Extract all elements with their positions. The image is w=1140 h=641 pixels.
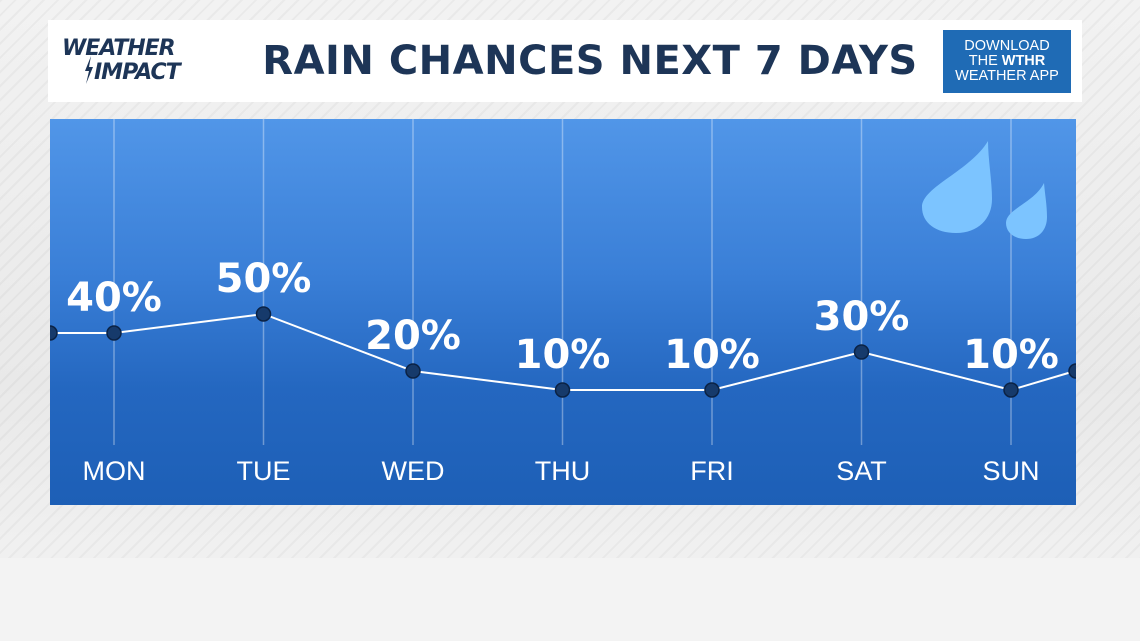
rain-chance-chart: 40% MON 50% TUE 20% WED 10% THU 10% FRI 30% SAT 10% S… (50, 119, 1076, 505)
value-label-wed: 20% (365, 313, 461, 359)
day-label-thu: THU (535, 456, 591, 486)
data-point-sat (853, 344, 870, 360)
download-app-promo[interactable]: DOWNLOAD THE WTHR WEATHER APP (943, 30, 1071, 93)
value-label-thu: 10% (515, 332, 611, 378)
day-label-tue: TUE (237, 456, 291, 486)
data-point-wed (405, 363, 421, 379)
background-band (0, 558, 1140, 641)
logo-line2: IMPACT (94, 60, 181, 85)
value-label-sat: 30% (814, 294, 910, 340)
day-label-mon: MON (83, 456, 146, 486)
data-point-tue (255, 306, 272, 322)
promo-line1: DOWNLOAD (964, 38, 1050, 54)
promo-brand: WTHR (1001, 53, 1046, 69)
data-point-fri (704, 382, 720, 398)
weather-impact-logo: WEATHER IMPACT (62, 34, 232, 90)
value-label-mon: 40% (66, 275, 162, 321)
day-label-wed: WED (382, 456, 445, 486)
value-label-fri: 10% (664, 332, 760, 378)
logo-line1: WEATHER (62, 36, 176, 61)
chart-canvas: 40% MON 50% TUE 20% WED 10% THU 10% FRI 30% SAT 10% S… (50, 119, 1076, 486)
large-raindrop (922, 141, 992, 233)
edge-marker-end (1068, 363, 1076, 379)
edge-marker-start (50, 325, 58, 341)
day-label-sat: SAT (836, 456, 887, 486)
header-bar: WEATHER IMPACT RAIN CHANCES NEXT 7 DAYS … (48, 20, 1082, 102)
promo-line2: THE WTHR (943, 54, 1071, 69)
promo-line2-prefix: THE (968, 53, 1002, 69)
data-point-mon (106, 325, 122, 341)
data-point-sun (1003, 382, 1019, 398)
day-label-sun: SUN (982, 456, 1039, 486)
lightning-bolt-icon (85, 56, 93, 84)
value-label-sun: 10% (963, 332, 1059, 378)
data-point-thu (554, 382, 571, 398)
day-label-fri: FRI (690, 456, 734, 486)
raindrops-icon (922, 141, 1047, 239)
page-title: RAIN CHANCES NEXT 7 DAYS (262, 38, 918, 84)
small-raindrop (1006, 183, 1047, 239)
value-label-tue: 50% (216, 256, 312, 302)
promo-line3: WEATHER APP (955, 68, 1059, 84)
